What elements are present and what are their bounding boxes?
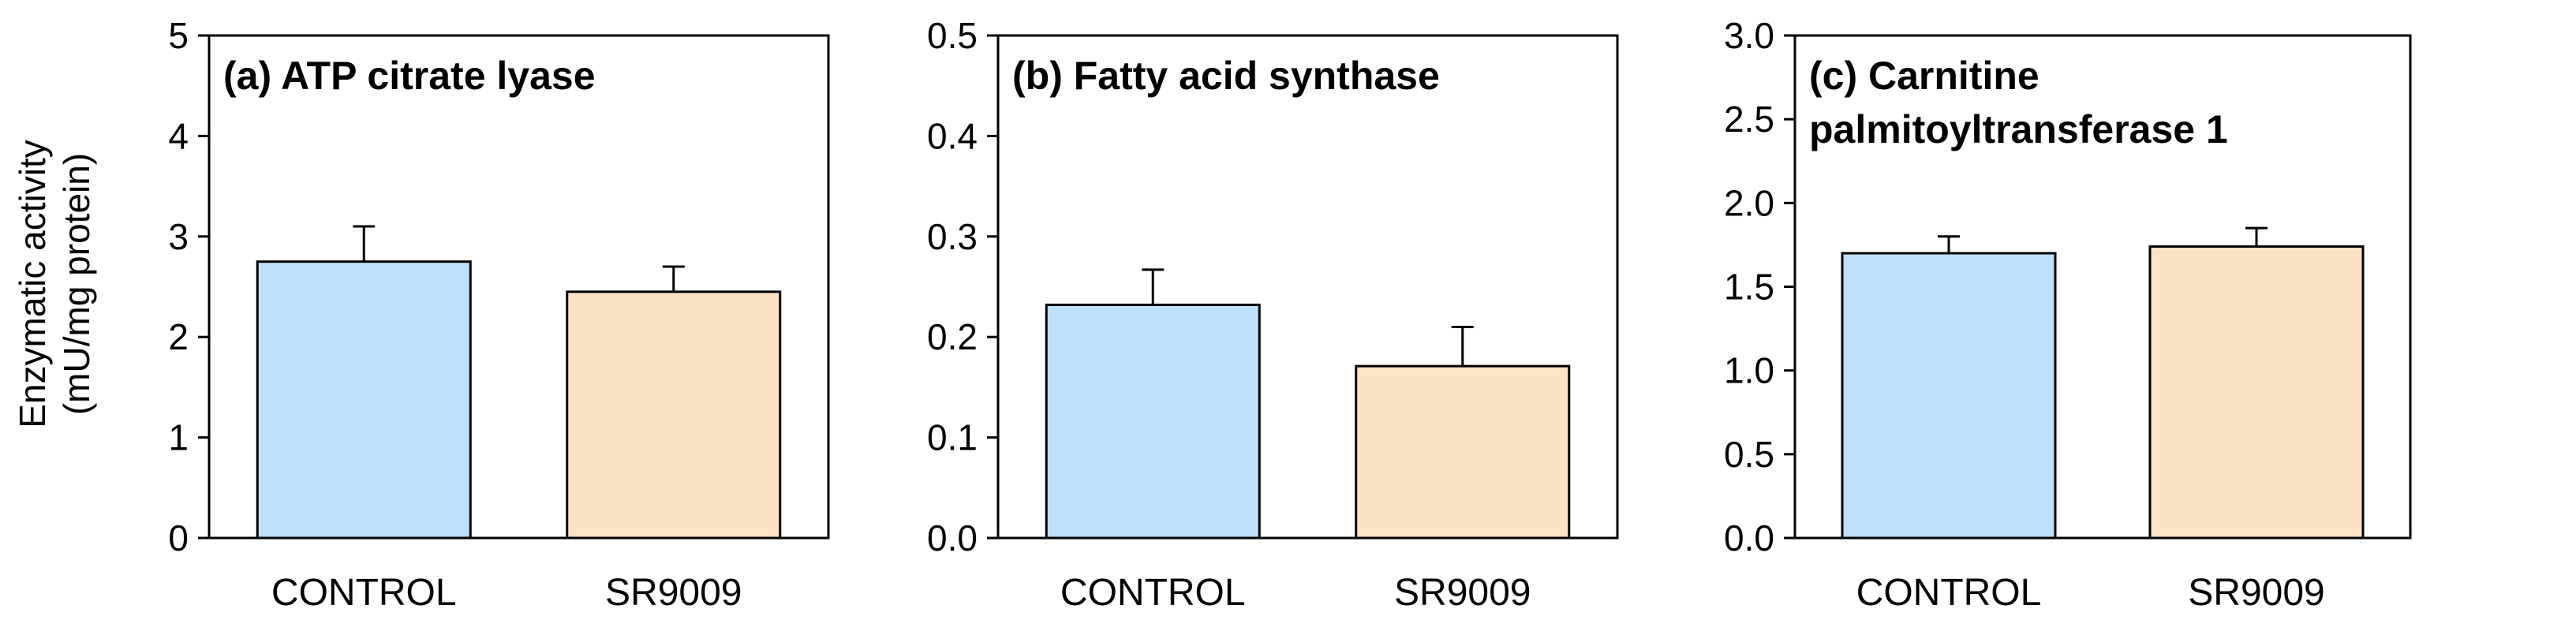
y-tick-label-a: 0 [168, 517, 189, 558]
y-tick-label-a: 1 [168, 417, 189, 458]
y-tick-label-c: 2.0 [1724, 182, 1774, 223]
category-label-c: CONTROL [1856, 572, 2042, 614]
panel-title-a: (a) ATP citrate lyase [223, 54, 596, 98]
y-tick-label-c: 1.0 [1724, 350, 1774, 391]
y-axis-title-line2: (mU/mg protein) [56, 153, 97, 415]
bar-b-sr9009 [1355, 364, 1571, 540]
y-axis-title-line1: Enzymatic activity [12, 140, 53, 428]
category-label-a: CONTROL [271, 572, 457, 614]
y-tick-label-b: 0.1 [927, 417, 978, 458]
y-tick-label-b: 0.0 [927, 517, 978, 558]
chart-panel-a: 0 1 2 3 4 5 CONTROL SR9009 (a) ATP citrate lyase [168, 15, 830, 614]
category-label-a: SR9009 [605, 572, 742, 614]
y-tick-label-c: 0.0 [1724, 517, 1774, 558]
bar-c-control [1841, 252, 2057, 540]
y-axis-title: Enzymatic activity (mU/mg protein) [12, 140, 97, 428]
y-tick-label-b: 0.2 [927, 316, 978, 357]
y-tick-label-c: 3.0 [1724, 15, 1774, 56]
y-tick-label-c: 2.5 [1724, 99, 1774, 140]
category-label-b: SR9009 [1394, 572, 1531, 614]
y-tick-label-a: 3 [168, 216, 189, 257]
bar-a-sr9009 [566, 290, 782, 540]
panel-title-c: (c) Carnitine [1809, 54, 2039, 98]
category-label-c: SR9009 [2188, 572, 2324, 614]
y-tick-label-a: 5 [168, 15, 189, 56]
bar-b-control [1045, 303, 1261, 540]
panel-title-c: palmitoyltransferase 1 [1809, 107, 2228, 151]
y-tick-label-a: 4 [168, 115, 189, 156]
panel-title-b: (b) Fatty acid synthase [1012, 54, 1440, 98]
y-tick-label-c: 0.5 [1724, 434, 1774, 475]
y-tick-label-b: 0.4 [927, 115, 978, 156]
bar-c-sr9009 [2148, 245, 2365, 540]
y-tick-label-b: 0.5 [927, 15, 978, 56]
y-tick-label-c: 1.5 [1724, 267, 1774, 308]
chart-panel-b: 0.0 0.1 0.2 0.3 0.4 0.5 CONTROL SR9009 (b) Fatty… [927, 15, 1619, 614]
y-tick-label-b: 0.3 [927, 216, 978, 257]
category-label-b: CONTROL [1060, 572, 1246, 614]
bar-a-control [256, 260, 472, 540]
chart-panel-c: 0.0 0.5 1.0 1.5 2.0 2.5 3.0 CONTROL SR9009 (c) Ca… [1724, 15, 2412, 614]
plot-frame-b [996, 34, 1619, 540]
chart-panels: 0 1 2 3 4 5 CONTROL SR9009 (a) ATP citrate lyase… [168, 15, 2412, 614]
y-tick-label-a: 2 [168, 316, 189, 357]
plot-frame-a [208, 34, 830, 540]
